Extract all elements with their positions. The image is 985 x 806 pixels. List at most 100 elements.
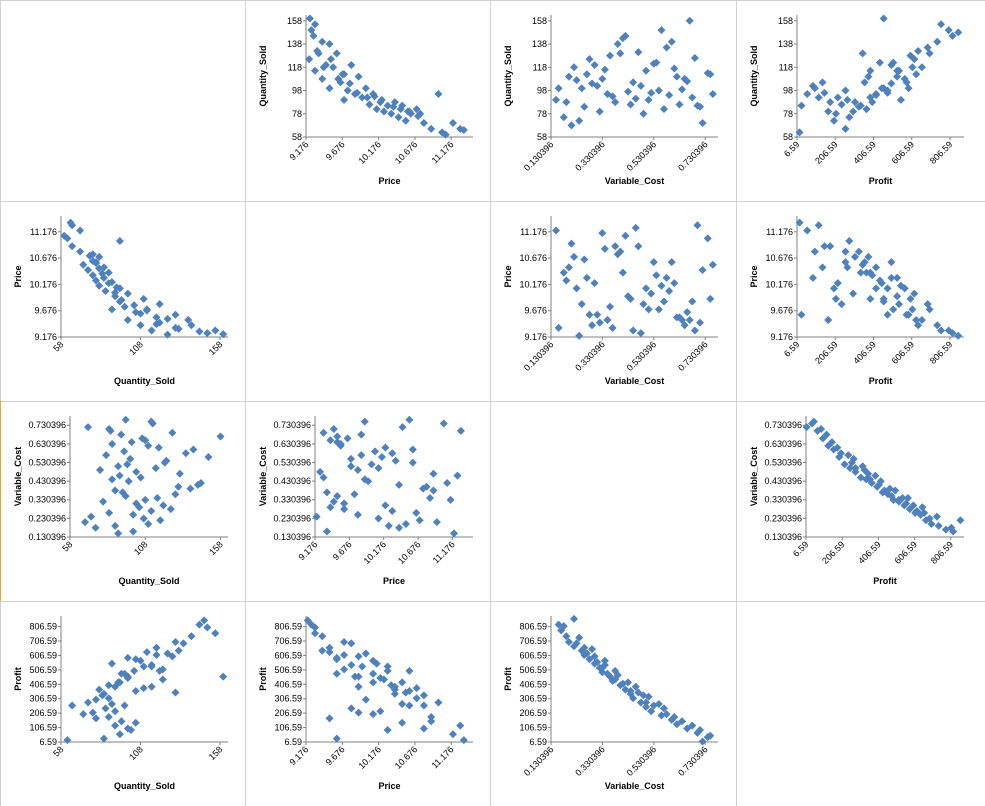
data-point [649,258,658,267]
data-point [937,326,946,335]
y-tick-label: 806.59 [29,622,57,632]
y-tick-label: 0.330396 [273,495,311,505]
data-point [101,704,110,713]
data-point [325,40,334,49]
data-point [336,439,345,448]
data-point [389,102,398,111]
data-point [329,63,338,72]
data-point [322,527,331,536]
data-point [155,300,164,309]
data-point [588,321,597,330]
data-point [843,263,852,272]
data-point [644,692,653,701]
data-point [388,449,397,458]
y-tick-label: 706.59 [29,636,57,646]
data-point [575,331,584,340]
data-point [877,84,886,93]
data-point [611,675,620,684]
data-point [120,701,129,710]
data-point [118,488,127,497]
x-axis-title: Variable_Cost [605,176,665,186]
data-point [174,482,183,491]
data-point [683,724,692,733]
data-point [879,14,888,23]
data-point [570,63,579,72]
data-point [917,63,926,72]
data-point [126,725,135,734]
y-tick-label: 0.630396 [764,439,802,449]
data-point [319,473,328,482]
data-point [121,415,130,424]
data-point [631,223,640,232]
data-point [123,289,132,298]
x-axis-title: Price [378,781,400,791]
data-point [319,63,328,72]
y-tick-label: 78 [537,109,547,119]
y-tick-label: 806.59 [274,622,302,632]
x-axis-title: Profit [873,576,897,586]
data-point [585,55,594,64]
data-point [427,717,436,726]
data-point [311,66,320,75]
data-point [63,736,72,745]
data-point [381,443,390,452]
data-point [340,95,349,104]
y-tick-label: 78 [292,109,302,119]
y-tick-label: 6.59 [284,737,302,747]
data-point [136,309,145,318]
data-point [371,447,380,456]
y-tick-label: 706.59 [274,636,302,646]
data-point [354,72,363,81]
data-point [136,321,145,330]
y-tick-label: 0.730396 [764,420,802,430]
data-point [84,423,93,432]
x-tick-label: 806.59 [928,139,955,166]
x-tick-label: 9.176 [296,539,319,562]
data-point [909,501,918,510]
data-point [446,495,455,504]
data-point [354,682,363,691]
y-tick-label: 206.59 [29,708,57,718]
data-point [626,687,635,696]
data-point [152,320,161,329]
data-point [361,649,370,658]
data-point [613,40,622,49]
data-point [875,276,884,285]
data-point [887,273,896,282]
data-point [554,323,563,332]
data-point [187,321,196,330]
data-point [142,306,151,315]
data-point [325,648,334,657]
data-point [414,112,423,121]
data-point [912,506,921,515]
data-point [104,681,113,690]
data-point [843,95,852,104]
data-point [429,486,438,495]
data-point [144,520,153,529]
data-point [374,464,383,473]
data-point [618,34,627,43]
data-point [68,701,77,710]
data-point [66,218,75,227]
data-point [575,116,584,125]
data-point [841,124,850,133]
data-point [156,516,165,525]
data-point [603,669,612,678]
data-point [866,66,875,75]
data-point [858,49,867,58]
data-point [611,98,620,107]
x-tick-label: 158 [207,339,225,357]
data-point [388,506,397,515]
scatter-chart-price-vs-profit: 9.176 9.676 10.176 10.676 11.176 6.59 206.59 40… [749,216,964,386]
data-point [340,665,349,674]
data-point [152,650,161,659]
data-point [309,31,318,40]
y-tick-label: 118 [288,62,302,72]
data-point [588,645,597,654]
data-point [211,629,220,638]
data-point [925,514,934,523]
data-point [396,105,405,114]
scatter-chart-price-vs-variable_cost: 9.176 9.676 10.176 10.676 11.176 0.130396 0.33… [503,216,718,386]
data-point [688,93,697,102]
data-point [639,300,648,309]
